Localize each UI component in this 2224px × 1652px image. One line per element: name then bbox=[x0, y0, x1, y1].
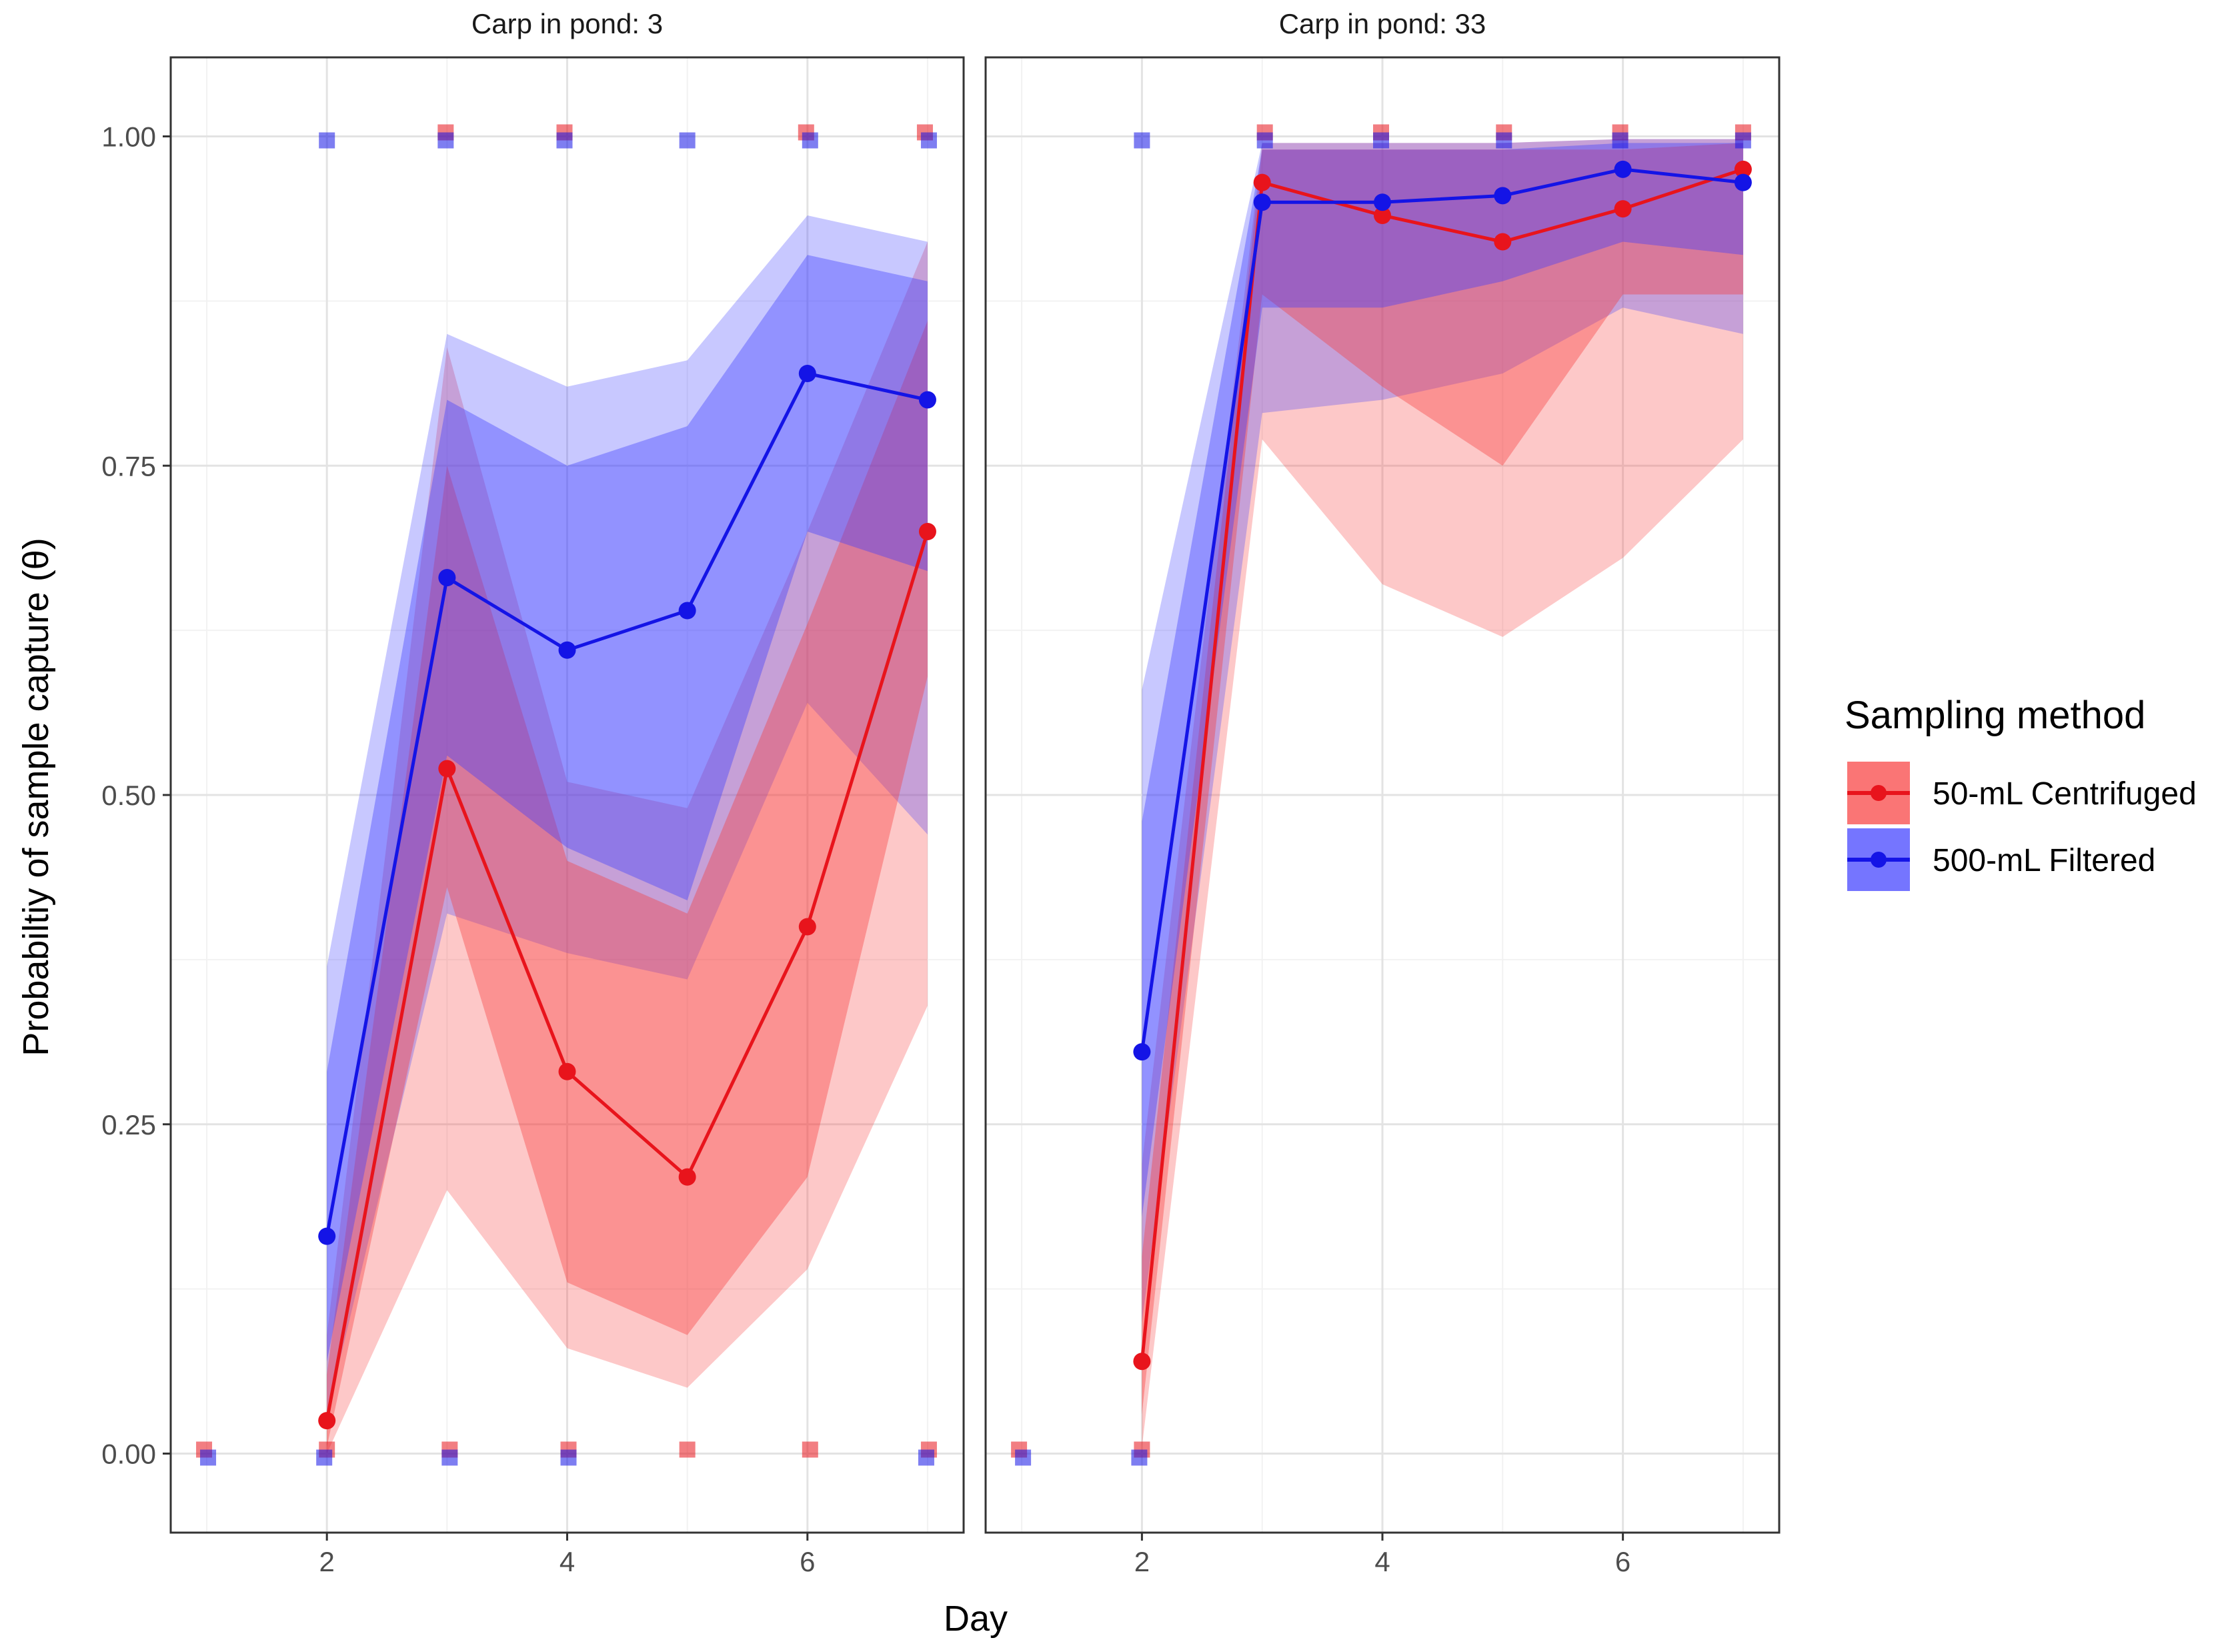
data-point bbox=[1253, 193, 1271, 211]
chart-panels: Carp in pond: 32 4 60.000.250.500.751.00Ca… bbox=[101, 8, 1781, 1577]
x-tick-label: 6 bbox=[800, 1546, 815, 1577]
data-point bbox=[438, 760, 456, 778]
grid bbox=[986, 57, 1779, 1533]
data-point bbox=[918, 391, 936, 409]
legend-key-point-filtered bbox=[1871, 852, 1887, 868]
y-tick-label: 0.75 bbox=[101, 450, 156, 482]
series-line bbox=[325, 371, 928, 1237]
data-point bbox=[318, 1412, 336, 1430]
observation-point bbox=[918, 1449, 934, 1466]
observation-point bbox=[679, 132, 696, 149]
observation-point bbox=[679, 1441, 696, 1458]
x-tick-label: 4 bbox=[1374, 1546, 1390, 1577]
data-point bbox=[1614, 200, 1632, 218]
observation-point bbox=[920, 132, 937, 149]
data-point bbox=[558, 641, 576, 659]
x-tick-label: 2 bbox=[1134, 1546, 1150, 1577]
series-blue bbox=[1133, 160, 1752, 1061]
panel-2: Carp in pond: 33 2 4 6 bbox=[984, 8, 1781, 1577]
observation-point bbox=[802, 1441, 818, 1458]
legend-title: Sampling method bbox=[1845, 694, 2145, 737]
data-point bbox=[1494, 187, 1512, 205]
observation-point bbox=[802, 132, 818, 149]
credible-intervals bbox=[1142, 139, 1743, 1447]
data-point bbox=[1133, 1043, 1151, 1061]
observation-point bbox=[1735, 132, 1751, 149]
data-point bbox=[1253, 173, 1271, 191]
x-tick-label: 2 bbox=[319, 1546, 335, 1577]
data-point bbox=[918, 523, 936, 540]
data-point bbox=[438, 569, 456, 587]
observation-point bbox=[319, 132, 335, 149]
legend: Sampling method 50-mL Centrifuged 500-mL… bbox=[1845, 694, 2197, 891]
observation-point bbox=[1373, 132, 1389, 149]
legend-label-centrifuged: 50-mL Centrifuged bbox=[1933, 776, 2197, 812]
data-point bbox=[318, 1227, 336, 1245]
observation-point bbox=[437, 132, 454, 149]
outer-interval-band-blue bbox=[327, 215, 928, 1415]
x-axis: 2 4 6 bbox=[1134, 1533, 1630, 1577]
data-point bbox=[798, 365, 816, 382]
panel-strip-label: Carp in pond: 33 bbox=[1279, 8, 1486, 39]
series-line bbox=[1140, 167, 1744, 1052]
y-tick-label: 1.00 bbox=[101, 121, 156, 153]
observations bbox=[1011, 124, 1751, 1466]
outer-interval-band-blue bbox=[1142, 139, 1743, 1323]
inner-interval-band-red bbox=[1142, 143, 1743, 1415]
observation-point bbox=[200, 1449, 217, 1466]
legend-item-filtered: 500-mL Filtered bbox=[1847, 828, 2155, 891]
outer-interval-band-red bbox=[1142, 139, 1743, 1447]
outer-interval-band-red bbox=[327, 241, 928, 1454]
credible-intervals bbox=[327, 215, 928, 1454]
data-point bbox=[1374, 193, 1391, 211]
legend-label-filtered: 500-mL Filtered bbox=[1933, 843, 2155, 878]
observation-point bbox=[1256, 132, 1273, 149]
series-line bbox=[325, 531, 930, 1421]
data-point bbox=[1734, 173, 1752, 191]
observation-point bbox=[1612, 132, 1628, 149]
observation-point bbox=[316, 1449, 333, 1466]
data-point bbox=[1494, 233, 1512, 251]
data-point bbox=[678, 602, 696, 620]
legend-item-centrifuged: 50-mL Centrifuged bbox=[1847, 762, 2197, 824]
inner-interval-band-blue bbox=[327, 255, 928, 1362]
panel-1: Carp in pond: 3 2 4 6 0.00 0.25 0.50 0.75 1.00 bbox=[101, 8, 965, 1577]
observation-point bbox=[1496, 132, 1512, 149]
y-axis: 0.00 0.25 0.50 0.75 1.00 bbox=[101, 121, 171, 1470]
x-tick-label: 6 bbox=[1615, 1546, 1630, 1577]
observation-point bbox=[560, 1449, 577, 1466]
y-tick-label: 0.25 bbox=[101, 1109, 156, 1140]
observation-point bbox=[1131, 1449, 1148, 1466]
y-tick-label: 0.50 bbox=[101, 780, 156, 811]
data-point bbox=[558, 1062, 576, 1080]
data-point bbox=[1734, 160, 1752, 178]
x-tick-label: 4 bbox=[560, 1546, 575, 1577]
series-line bbox=[1140, 167, 1744, 1362]
observation-point bbox=[1015, 1449, 1032, 1466]
observation-point bbox=[441, 1449, 458, 1466]
y-tick-label: 0.00 bbox=[101, 1439, 156, 1470]
observations bbox=[196, 124, 937, 1466]
x-axis: 2 4 6 bbox=[319, 1533, 815, 1577]
observation-point bbox=[556, 132, 573, 149]
series-red bbox=[318, 523, 936, 1430]
series-blue bbox=[318, 365, 936, 1245]
panel-strip-label: Carp in pond: 3 bbox=[471, 8, 663, 39]
y-axis-title: Probabiltiy of sample capture (θ) bbox=[16, 538, 56, 1056]
data-point bbox=[1133, 1353, 1151, 1371]
data-point bbox=[798, 918, 816, 936]
data-point bbox=[1614, 160, 1632, 178]
data-point bbox=[678, 1168, 696, 1186]
observation-point bbox=[1134, 132, 1150, 149]
inner-interval-band-red bbox=[327, 321, 928, 1447]
data-point bbox=[1374, 207, 1391, 224]
legend-key-point-centrifuged bbox=[1871, 785, 1887, 801]
x-axis-title: Day bbox=[944, 1599, 1008, 1639]
series-red bbox=[1133, 160, 1752, 1371]
